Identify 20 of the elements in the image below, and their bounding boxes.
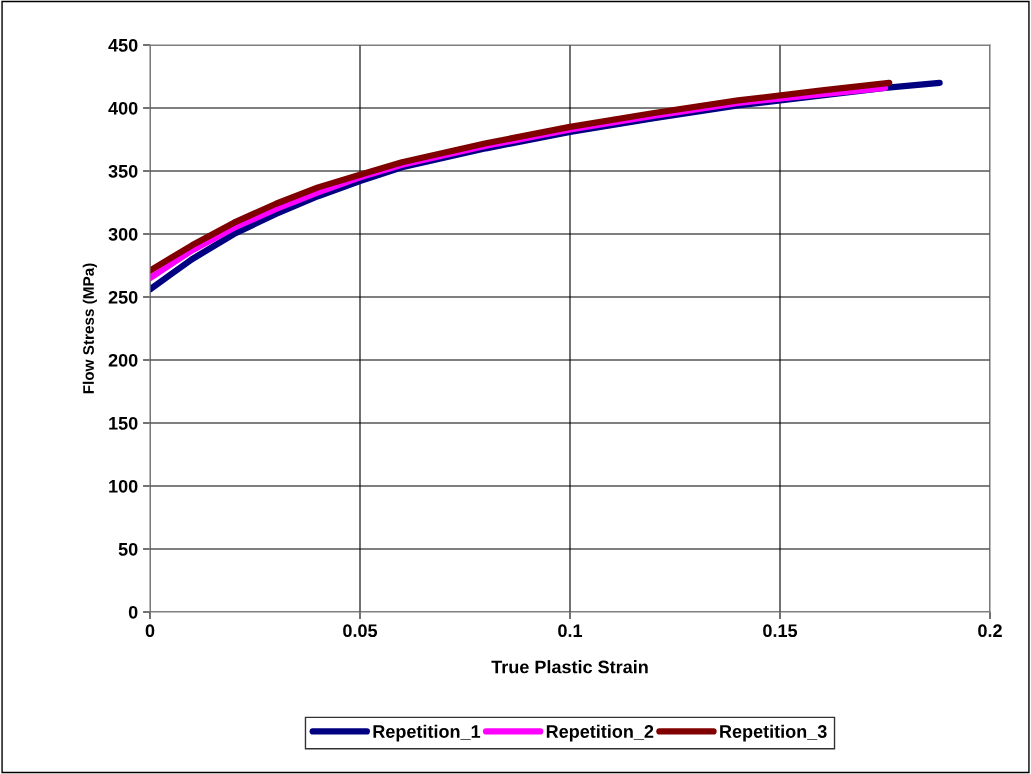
legend-label: Repetition_3: [720, 724, 827, 742]
y-tick-label: 250: [108, 290, 138, 304]
y-tick-label: 200: [108, 353, 138, 367]
y-tick-label: 0: [128, 605, 138, 619]
y-tick-label: 100: [109, 479, 138, 493]
x-tick-label: 0.15: [763, 624, 798, 638]
y-tick-label: 350: [108, 164, 138, 178]
x-tick-label: 0.2: [978, 624, 1002, 638]
y-axis-title: Flow Stress (MPa): [82, 263, 97, 394]
x-tick-label: 0: [145, 624, 155, 638]
legend-label: Repetition_2: [546, 724, 654, 742]
x-tick-label: 0.05: [343, 624, 378, 638]
y-tick-label: 400: [108, 101, 138, 115]
y-tick-label: 150: [109, 416, 138, 430]
y-tick-label: 50: [118, 542, 138, 556]
x-tick-label: 0.1: [558, 624, 583, 638]
x-axis-title: True Plastic Strain: [491, 660, 648, 674]
y-tick-label: 300: [108, 227, 138, 241]
y-tick-label: 450: [108, 38, 138, 52]
legend-label: Repetition_1: [373, 724, 481, 742]
